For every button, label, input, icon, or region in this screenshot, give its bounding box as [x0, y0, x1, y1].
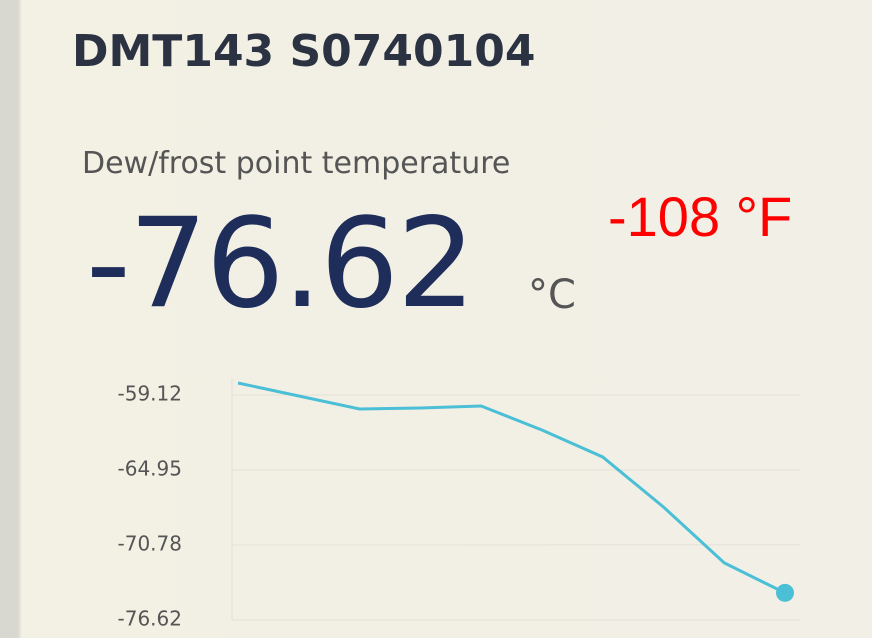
last-point — [776, 584, 794, 602]
y-tick-label: -70.78 — [118, 531, 182, 555]
chart: -59.12 -64.95 -70.78 -76.62 — [0, 0, 872, 638]
y-tick-label: -59.12 — [118, 381, 182, 405]
screen: DMT143 S0740104 Dew/frost point temperat… — [0, 0, 872, 638]
line — [238, 383, 785, 593]
y-tick-label: -64.95 — [118, 456, 182, 480]
y-tick-label: -76.62 — [118, 607, 182, 631]
